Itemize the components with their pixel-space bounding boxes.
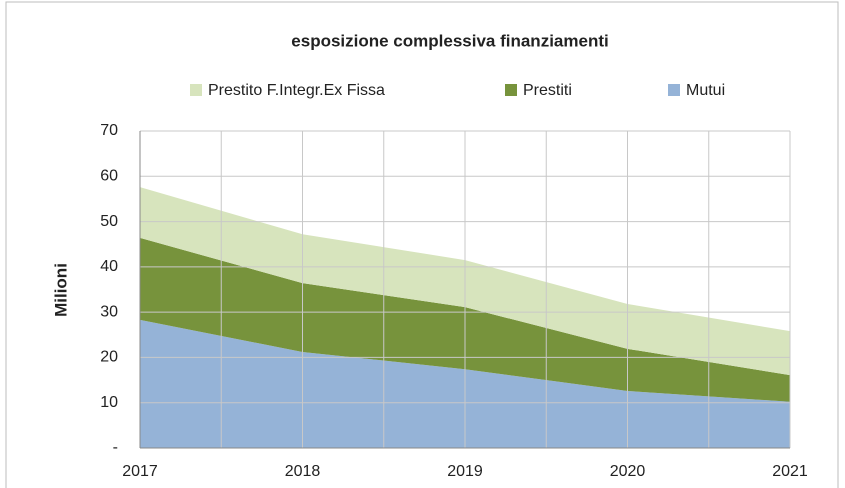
x-tick-label: 2018 xyxy=(285,463,321,480)
y-tick-label: 40 xyxy=(100,258,118,275)
y-tick-label: 70 xyxy=(100,122,118,139)
legend-label: Prestito F.Integr.Ex Fissa xyxy=(208,82,385,99)
legend-swatch xyxy=(668,84,680,96)
y-axis-label: Milioni xyxy=(51,263,70,317)
x-tick-label: 2019 xyxy=(447,463,483,480)
y-tick-label: - xyxy=(113,439,118,456)
legend-label: Mutui xyxy=(686,82,725,99)
y-tick-label: 30 xyxy=(100,303,118,320)
y-tick-label: 60 xyxy=(100,168,118,185)
y-tick-label: 20 xyxy=(100,349,118,366)
legend-swatch xyxy=(505,84,517,96)
legend-label: Prestiti xyxy=(523,82,572,99)
legend-swatch xyxy=(190,84,202,96)
chart-title: esposizione complessiva finanziamenti xyxy=(291,31,608,50)
x-tick-label: 2021 xyxy=(772,463,808,480)
y-tick-label: 50 xyxy=(100,213,118,230)
x-tick-label: 2017 xyxy=(122,463,158,480)
y-tick-label: 10 xyxy=(100,394,118,411)
x-tick-label: 2020 xyxy=(610,463,646,480)
